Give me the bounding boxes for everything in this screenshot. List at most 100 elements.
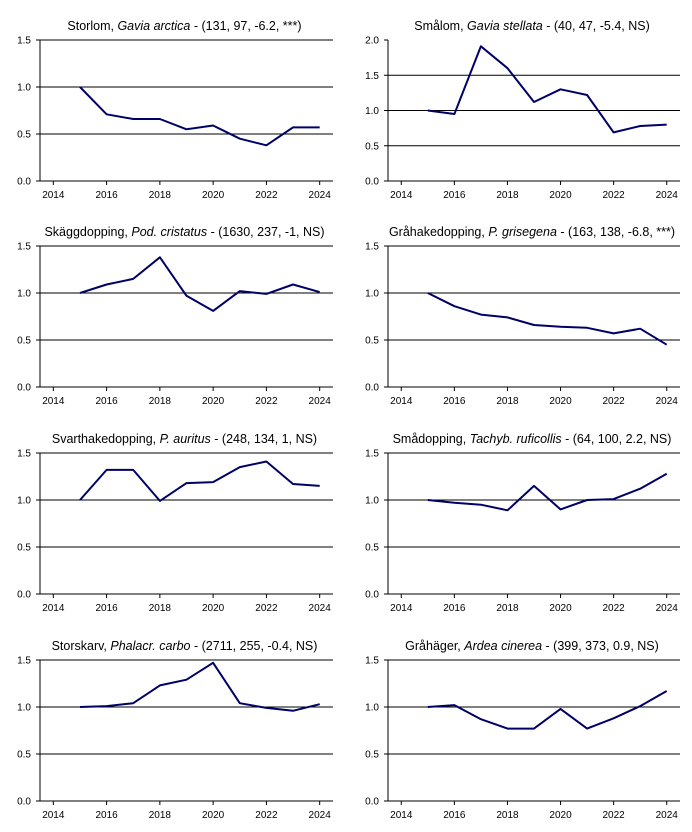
x-tick-label: 2024 <box>656 396 679 407</box>
y-tick-label: 0.0 <box>365 177 379 188</box>
data-point <box>506 509 508 511</box>
title-common-name: Storskarv, <box>52 639 111 653</box>
x-tick-label: 2024 <box>309 396 332 407</box>
x-tick-label: 2018 <box>496 190 519 201</box>
y-tick-label: 0.0 <box>17 177 31 188</box>
data-point <box>453 113 455 115</box>
data-point <box>132 702 134 704</box>
y-tick-label: 0.0 <box>17 383 31 394</box>
data-point <box>666 473 668 475</box>
y-tick-label: 0.5 <box>365 141 379 152</box>
y-tick-label: 2.0 <box>365 36 379 47</box>
title-stats: - (64, 100, 2.2, NS) <box>562 432 672 446</box>
data-point <box>480 718 482 720</box>
x-tick-label: 2020 <box>202 603 225 614</box>
x-tick-label: 2016 <box>443 603 466 614</box>
x-tick-label: 2024 <box>309 810 332 821</box>
index-series-line <box>427 472 668 512</box>
title-latin-name: P. auritus <box>160 432 211 446</box>
title-latin-name: Gavia arctica <box>117 19 190 33</box>
data-point <box>453 704 455 706</box>
data-point <box>265 144 267 146</box>
x-tick-label: 2016 <box>95 190 118 201</box>
data-point <box>480 314 482 316</box>
title-latin-name: Phalacr. carbo <box>110 639 190 653</box>
title-latin-name: Gavia stellata <box>467 19 543 33</box>
index-series-line <box>427 292 668 346</box>
data-point <box>319 291 321 293</box>
data-point <box>239 290 241 292</box>
x-tick-label: 2016 <box>443 190 466 201</box>
x-tick-label: 2020 <box>549 396 572 407</box>
x-tick-label: 2020 <box>202 190 225 201</box>
data-point <box>239 138 241 140</box>
data-point <box>186 679 188 681</box>
x-tick-label: 2020 <box>202 810 225 821</box>
x-tick-label: 2018 <box>149 603 172 614</box>
data-point <box>292 483 294 485</box>
x-tick-label: 2022 <box>603 810 626 821</box>
data-point <box>159 118 161 120</box>
x-tick-label: 2014 <box>390 190 413 201</box>
title-latin-name: Tachyb. ruficollis <box>470 432 562 446</box>
data-point <box>453 502 455 504</box>
data-point <box>319 703 321 705</box>
title-stats: - (1630, 237, -1, NS) <box>207 225 324 239</box>
data-point <box>239 702 241 704</box>
data-point <box>212 662 214 664</box>
data-point <box>265 293 267 295</box>
x-tick-label: 2022 <box>255 603 278 614</box>
x-tick-label: 2018 <box>149 810 172 821</box>
y-tick-label: 1.5 <box>17 242 31 253</box>
data-point <box>480 504 482 506</box>
panel-title: Storskarv, Phalacr. carbo - (2711, 255, … <box>52 639 318 653</box>
y-tick-label: 1.0 <box>365 703 379 714</box>
data-point <box>666 124 668 126</box>
data-point <box>79 292 81 294</box>
y-tick-label: 0.0 <box>17 797 31 808</box>
data-point <box>265 707 267 709</box>
panel-5: Svarthakedopping, P. auritus - (248, 134… <box>17 432 333 614</box>
title-stats: - (248, 134, 1, NS) <box>211 432 317 446</box>
title-stats: - (399, 373, 0.9, NS) <box>542 639 659 653</box>
data-point <box>613 332 615 334</box>
x-tick-label: 2020 <box>202 396 225 407</box>
data-point <box>186 482 188 484</box>
y-tick-label: 1.0 <box>17 83 31 94</box>
index-series-line <box>427 45 667 134</box>
y-tick-label: 0.0 <box>365 383 379 394</box>
data-point <box>586 728 588 730</box>
x-tick-label: 2016 <box>443 396 466 407</box>
y-tick-label: 0.5 <box>365 336 379 347</box>
data-point <box>106 284 108 286</box>
data-point <box>560 326 562 328</box>
x-tick-label: 2018 <box>149 190 172 201</box>
panel-title: Svarthakedopping, P. auritus - (248, 134… <box>52 432 317 446</box>
data-point <box>506 728 508 730</box>
data-point <box>132 118 134 120</box>
data-point <box>265 460 267 462</box>
title-common-name: Gråhäger, <box>405 639 464 653</box>
data-point <box>533 101 535 103</box>
data-point <box>79 706 81 708</box>
title-common-name: Storlom, <box>67 19 117 33</box>
panel-6: Smådopping, Tachyb. ruficollis - (64, 10… <box>365 432 680 614</box>
data-point <box>212 125 214 127</box>
index-series-line <box>427 690 668 730</box>
data-point <box>239 466 241 468</box>
title-stats: - (131, 97, -6.2, ***) <box>190 19 301 33</box>
data-point <box>613 131 615 133</box>
data-point <box>613 498 615 500</box>
data-point <box>427 292 429 294</box>
x-tick-label: 2022 <box>603 190 626 201</box>
data-point <box>560 88 562 90</box>
x-tick-label: 2016 <box>95 603 118 614</box>
title-stats: - (163, 138, -6.8, ***) <box>557 225 675 239</box>
y-tick-label: 0.0 <box>365 590 379 601</box>
index-series-line <box>79 86 320 147</box>
x-tick-label: 2014 <box>42 190 65 201</box>
x-tick-label: 2018 <box>496 396 519 407</box>
title-common-name: Skäggdopping, <box>44 225 131 239</box>
